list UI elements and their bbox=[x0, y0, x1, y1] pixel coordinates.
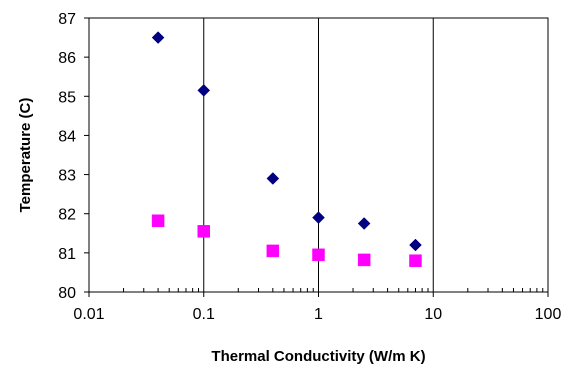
series-1-point bbox=[197, 84, 211, 97]
x-tick-label: 0.1 bbox=[193, 306, 215, 323]
axis-ticks bbox=[84, 17, 549, 297]
data-points bbox=[151, 31, 422, 267]
series-2-point bbox=[197, 225, 210, 238]
x-tick-label: 0.01 bbox=[73, 306, 104, 323]
x-axis-title: Thermal Conductivity (W/m K) bbox=[211, 348, 425, 365]
series-2-point bbox=[409, 254, 422, 267]
grid-lines bbox=[203, 18, 434, 292]
y-tick-label: 87 bbox=[58, 11, 76, 28]
series-2-point bbox=[357, 253, 371, 267]
y-tick-label: 85 bbox=[58, 89, 76, 106]
series-2-point bbox=[151, 214, 165, 228]
y-tick-label: 83 bbox=[58, 168, 76, 185]
series-1-point bbox=[266, 172, 280, 185]
series-1-point bbox=[151, 31, 165, 44]
series-1-point bbox=[409, 238, 422, 252]
y-tick-label: 82 bbox=[58, 207, 76, 224]
x-tick-label: 1 bbox=[314, 306, 323, 323]
x-tick-label: 10 bbox=[424, 306, 442, 323]
y-axis-title: Temperature (C) bbox=[17, 98, 34, 213]
series-1-point bbox=[312, 211, 325, 224]
y-tick-label: 86 bbox=[58, 50, 76, 67]
x-tick-label: 100 bbox=[535, 306, 562, 323]
series-2-point bbox=[266, 244, 280, 258]
series-1-point bbox=[357, 217, 371, 230]
y-tick-labels: 80 81 82 83 84 85 86 87 bbox=[58, 11, 76, 302]
y-tick-label: 80 bbox=[58, 285, 76, 302]
series-2-point bbox=[312, 248, 325, 262]
y-tick-label: 84 bbox=[58, 128, 76, 145]
x-tick-labels: 0.01 0.1 1 10 100 bbox=[73, 306, 561, 323]
y-tick-label: 81 bbox=[58, 246, 76, 263]
